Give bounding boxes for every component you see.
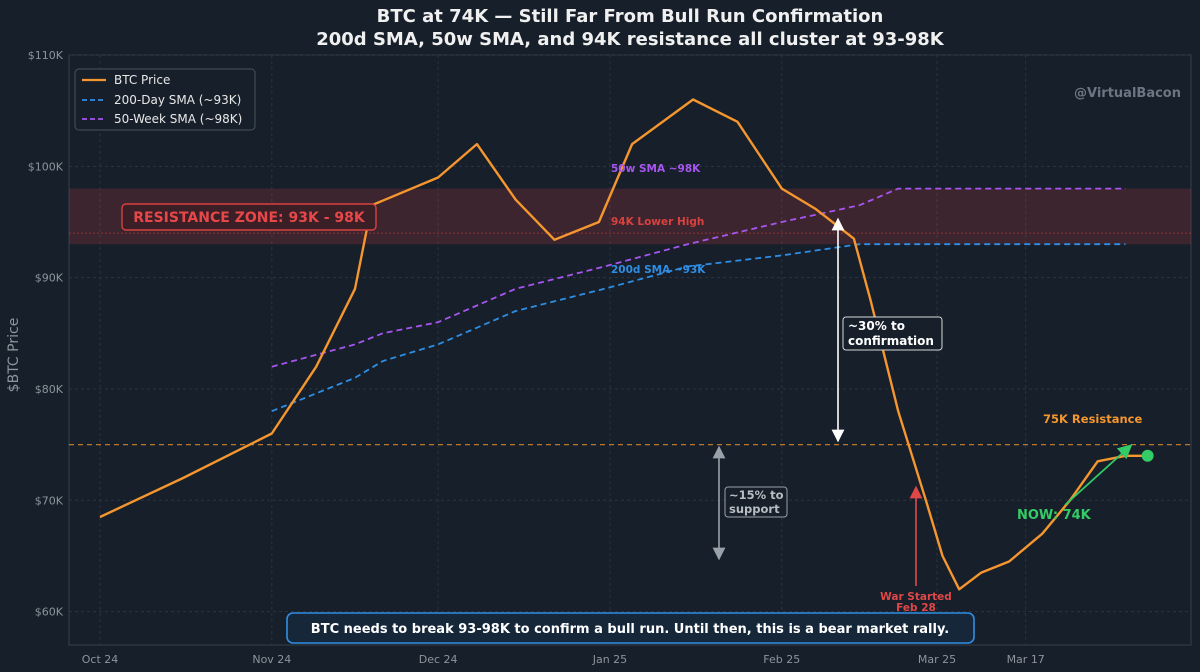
sma200-annotation: 200d SMA ~93K <box>611 264 706 276</box>
now-label: NOW: 74K <box>1017 508 1092 523</box>
support-label-line1: ~15% to <box>729 488 784 502</box>
legend: BTC Price 200-Day SMA (~93K) 50-Week SMA… <box>74 68 256 131</box>
support-label-box <box>724 486 788 518</box>
legend-label-sma200: 200-Day SMA (~93K) <box>114 93 241 107</box>
x-tick-label: Mar 17 <box>1007 653 1045 666</box>
confirmation-label-line1: ~30% to <box>848 319 905 333</box>
axes: $60K $70K $80K $90K $100K $110K Oct 24 Nov 24 De… <box>28 49 1045 666</box>
btc-price-line <box>99 98 1148 591</box>
war-started-label-line1: War Started <box>880 591 952 603</box>
now-marker <box>1141 449 1154 462</box>
plot-frame <box>68 54 1192 646</box>
y-tick-label: $100K <box>28 160 64 173</box>
x-tick-label: Oct 24 <box>82 653 119 666</box>
support-label-line2: support <box>729 502 780 516</box>
confirmation-label-line2: confirmation <box>848 334 934 348</box>
confirmation-label-box <box>842 316 943 351</box>
x-tick-label: Jan 25 <box>592 653 627 666</box>
grid <box>69 54 1191 645</box>
y-tick-label: $90K <box>35 272 64 285</box>
chart-title: BTC at 74K — Still Far From Bull Run Con… <box>377 6 884 27</box>
war-started-label-line2: Feb 28 <box>896 602 936 614</box>
lower-high-annotation: 94K Lower High <box>611 216 704 228</box>
y-tick-label: $110K <box>28 49 64 62</box>
y-tick-label: $60K <box>35 606 64 619</box>
legend-label-sma50w: 50-Week SMA (~98K) <box>114 112 242 126</box>
resistance-zone-label: RESISTANCE ZONE: 93K - 98K <box>133 210 366 226</box>
now-arrow <box>1064 444 1133 506</box>
y-axis-label: $BTC Price <box>6 318 22 393</box>
legend-box <box>74 68 256 131</box>
sma50w-line <box>271 187 1126 368</box>
resistance-zone-label-box <box>121 203 377 231</box>
series-group <box>99 98 1154 591</box>
sma200-line <box>271 243 1126 413</box>
x-tick-label: Dec 24 <box>419 653 458 666</box>
bottom-note: BTC needs to break 93-98K to confirm a b… <box>311 622 949 637</box>
sma50-annotation: 50w SMA ~98K <box>611 163 701 175</box>
x-tick-label: Nov 24 <box>252 653 291 666</box>
watermark: @VirtualBacon <box>1074 86 1181 101</box>
y-tick-label: $70K <box>35 494 64 507</box>
legend-label-btc: BTC Price <box>114 73 170 87</box>
x-tick-label: Mar 25 <box>918 653 956 666</box>
chart-subtitle: 200d SMA, 50w SMA, and 94K resistance al… <box>316 29 945 50</box>
resistance-75k-label: 75K Resistance <box>1043 412 1142 426</box>
y-tick-label: $80K <box>35 383 64 396</box>
x-tick-label: Feb 25 <box>763 653 800 666</box>
bottom-note-box <box>286 612 975 644</box>
